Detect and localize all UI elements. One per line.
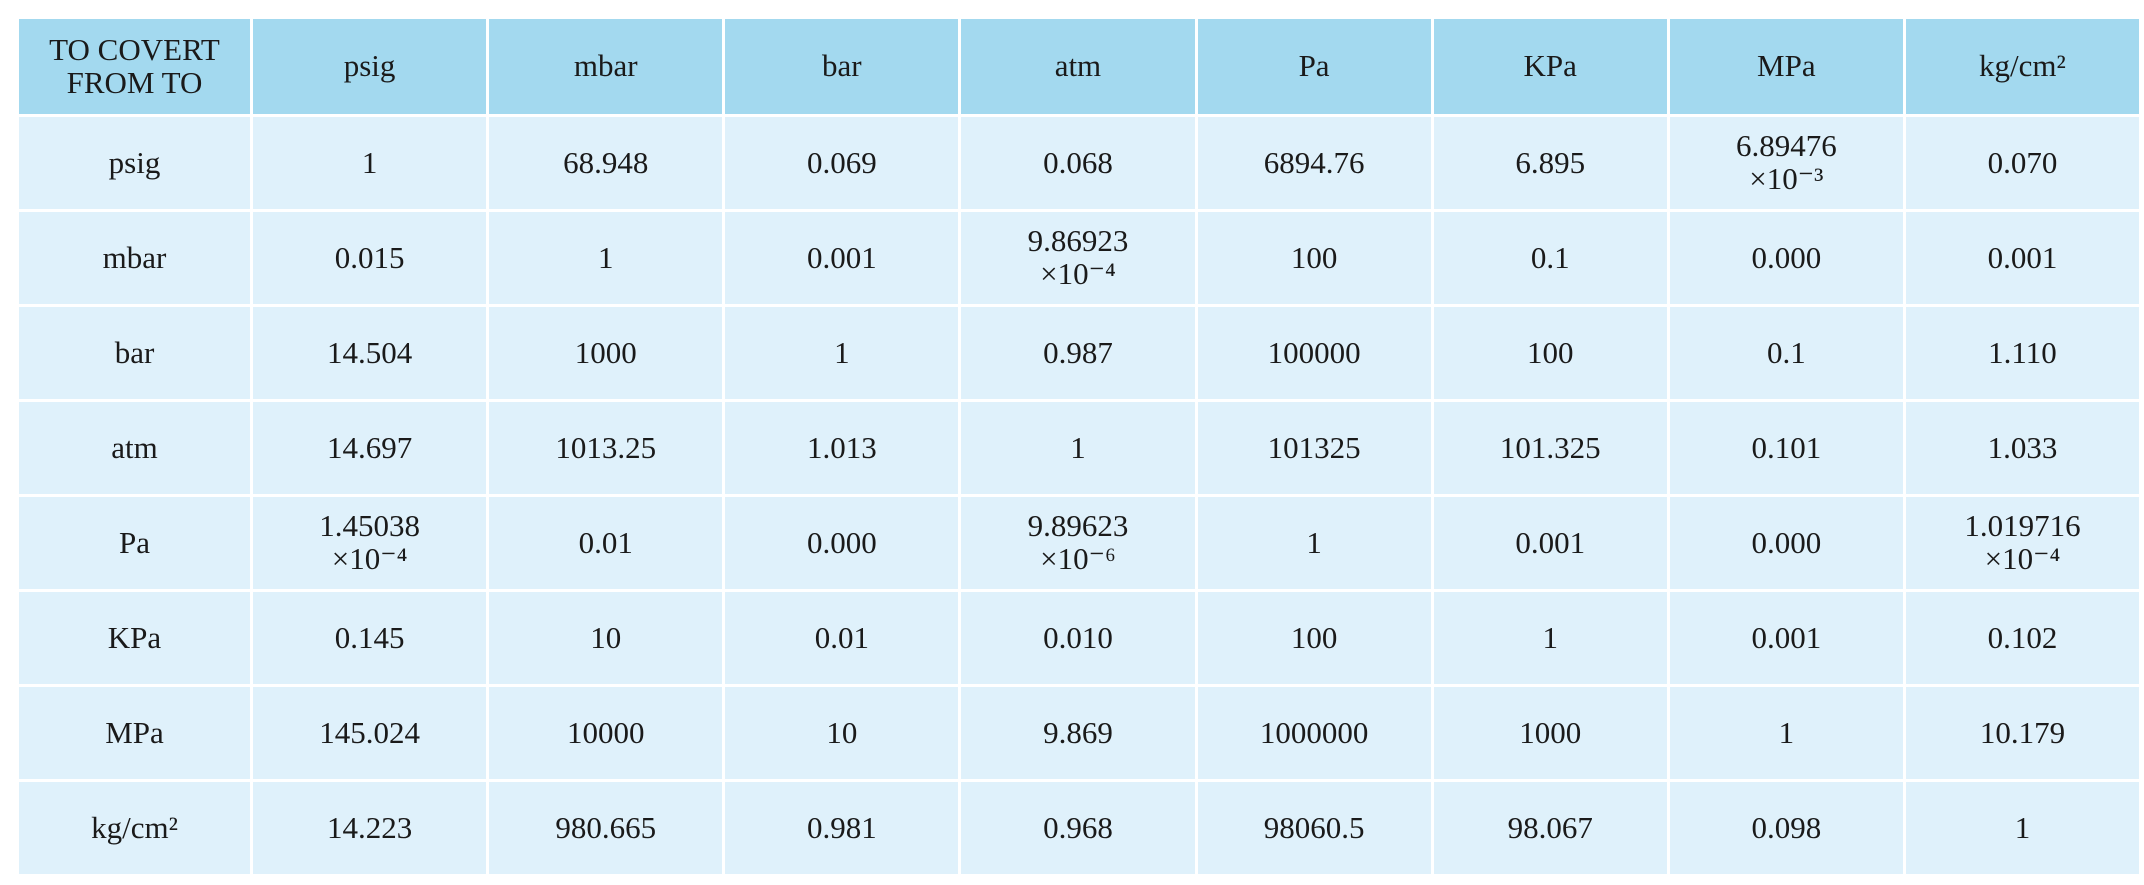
table-cell: 0.102 [1902,589,2143,687]
table-cell: 1 [249,114,490,212]
table-cell: 10 [722,684,962,782]
table-cell: 101.325 [1430,399,1670,497]
table-cell: 980.665 [486,779,726,877]
header-cell: TO COVERT FROM TO [16,16,253,117]
table-cell: 6894.76 [1194,114,1434,212]
table-cell: 98.067 [1430,779,1670,877]
row-label: mbar [16,209,253,307]
table-cell: 1 [486,209,726,307]
table-cell: 100 [1194,589,1434,687]
table-cell: 145.024 [249,684,490,782]
table-cell: 1.033 [1902,399,2143,497]
table-cell: 101325 [1194,399,1434,497]
conversion-table: TO COVERT FROM TO psig mbar bar atm Pa KPa MPa k… [16,16,2143,877]
table-cell: 1 [958,399,1198,497]
header-cell: KPa [1430,16,1670,117]
table-cell: 100 [1430,304,1670,402]
table-cell: 14.697 [249,399,490,497]
table-cell: 1.45038 ×10⁻⁴ [249,494,490,592]
table-cell: 1.110 [1902,304,2143,402]
table-cell: 1 [1194,494,1434,592]
table-cell: 0.001 [1902,209,2143,307]
row-label: atm [16,399,253,497]
table-cell: 0.000 [722,494,962,592]
row-label: MPa [16,684,253,782]
table-cell: 0.069 [722,114,962,212]
table-wrapper: TO COVERT FROM TO psig mbar bar atm Pa KPa MPa k… [16,16,2143,877]
table-row: kg/cm² 14.223 980.665 0.981 0.968 98060.5 98.0… [16,779,2143,877]
table-cell: 0.145 [249,589,490,687]
header-cell: atm [958,16,1198,117]
table-cell: 68.948 [486,114,726,212]
table-cell: 1000 [1430,684,1670,782]
table-cell: 1 [722,304,962,402]
row-label: psig [16,114,253,212]
table-cell: 0.101 [1666,399,1906,497]
table-row: KPa 0.145 10 0.01 0.010 100 1 0.001 0.102 [16,589,2143,687]
table-cell: 0.098 [1666,779,1906,877]
row-label: kg/cm² [16,779,253,877]
table-cell: 0.981 [722,779,962,877]
header-cell: psig [249,16,490,117]
table-cell: 0.987 [958,304,1198,402]
row-label: KPa [16,589,253,687]
table-row: MPa 145.024 10000 10 9.869 1000000 1000 1 10.179 [16,684,2143,782]
table-cell: 1 [1902,779,2143,877]
table-cell: 0.001 [1430,494,1670,592]
table-cell: 100000 [1194,304,1434,402]
header-row: TO COVERT FROM TO psig mbar bar atm Pa KPa MPa k… [16,16,2143,117]
table-cell: 0.1 [1666,304,1906,402]
table-cell: 0.001 [722,209,962,307]
table-cell: 0.01 [722,589,962,687]
table-cell: 0.068 [958,114,1198,212]
table-cell: 0.000 [1666,494,1906,592]
table-cell: 14.504 [249,304,490,402]
table-cell: 100 [1194,209,1434,307]
table-cell: 6.895 [1430,114,1670,212]
table-cell: 98060.5 [1194,779,1434,877]
table-cell: 0.968 [958,779,1198,877]
table-row: psig 1 68.948 0.069 0.068 6894.76 6.895 6.89476… [16,114,2143,212]
table-cell: 0.000 [1666,209,1906,307]
table-cell: 9.86923 ×10⁻⁴ [958,209,1198,307]
table-cell: 1000 [486,304,726,402]
table-cell: 0.015 [249,209,490,307]
table-row: bar 14.504 1000 1 0.987 100000 100 0.1 1.110 [16,304,2143,402]
table-cell: 10 [486,589,726,687]
table-cell: 6.89476 ×10⁻³ [1666,114,1906,212]
table-cell: 1 [1666,684,1906,782]
table-cell: 0.070 [1902,114,2143,212]
header-cell: MPa [1666,16,1906,117]
table-cell: 9.89623 ×10⁻⁶ [958,494,1198,592]
row-label: bar [16,304,253,402]
table-cell: 1013.25 [486,399,726,497]
row-label: Pa [16,494,253,592]
table-cell: 1.013 [722,399,962,497]
table-cell: 1.019716 ×10⁻⁴ [1902,494,2143,592]
table-cell: 0.01 [486,494,726,592]
table-row: mbar 0.015 1 0.001 9.86923 ×10⁻⁴ 100 0.1 0.000 0… [16,209,2143,307]
table-row: atm 14.697 1013.25 1.013 1 101325 101.325 0.101… [16,399,2143,497]
header-cell: mbar [486,16,726,117]
table-cell: 0.1 [1430,209,1670,307]
header-cell: bar [722,16,962,117]
table-row: Pa 1.45038 ×10⁻⁴ 0.01 0.000 9.89623 ×10⁻⁶ 1 0.… [16,494,2143,592]
table-cell: 1000000 [1194,684,1434,782]
table-cell: 14.223 [249,779,490,877]
table-cell: 10.179 [1902,684,2143,782]
header-cell: kg/cm² [1902,16,2143,117]
table-cell: 10000 [486,684,726,782]
table-cell: 9.869 [958,684,1198,782]
table-cell: 0.001 [1666,589,1906,687]
table-cell: 0.010 [958,589,1198,687]
table-cell: 1 [1430,589,1670,687]
header-cell: Pa [1194,16,1434,117]
